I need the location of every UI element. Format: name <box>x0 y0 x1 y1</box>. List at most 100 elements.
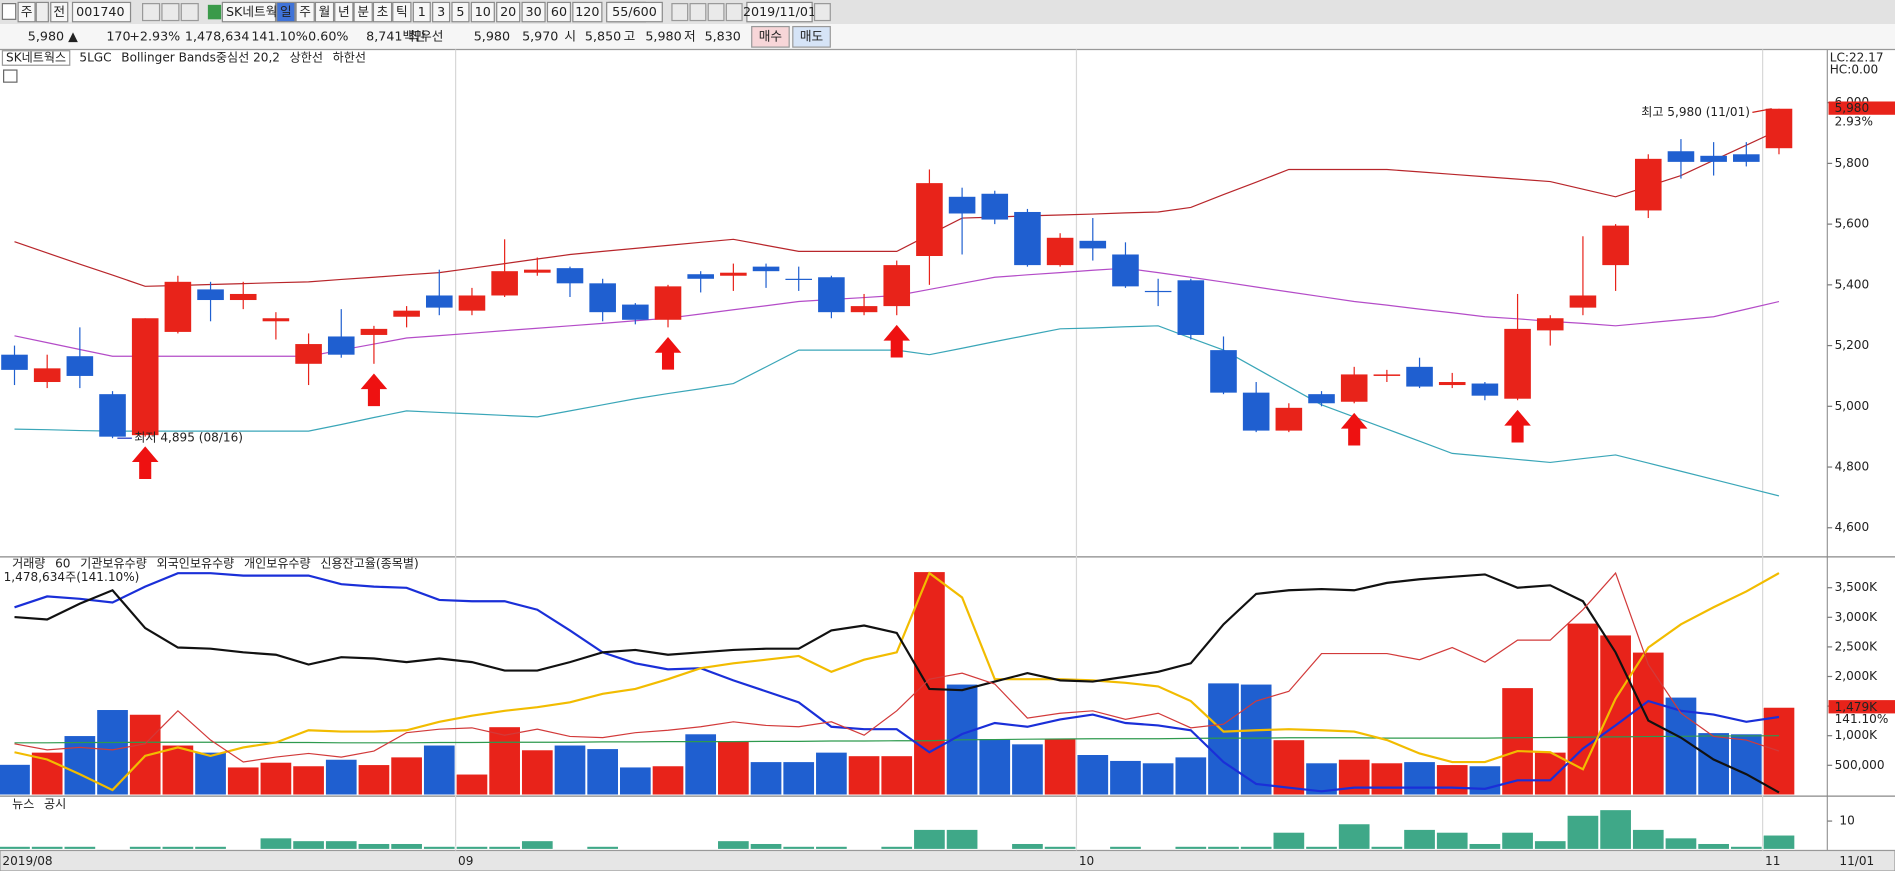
toolbar-button[interactable] <box>71 1 132 23</box>
dropdown[interactable] <box>68 2 73 22</box>
panel-icon[interactable] <box>3 69 18 83</box>
bar <box>1632 651 1665 796</box>
bar <box>0 764 31 796</box>
candle-body <box>1406 366 1433 387</box>
price-tag-label: 5,980 <box>1835 101 1870 115</box>
bar <box>1338 823 1371 850</box>
bar <box>1044 846 1077 850</box>
quote-high-label: 고 <box>624 28 636 43</box>
toolbar-button[interactable] <box>221 1 277 23</box>
toolbar-button[interactable] <box>314 1 335 23</box>
toolbar-label[interactable]: 1 <box>418 4 426 19</box>
tool-icon[interactable] <box>180 3 199 22</box>
candle-body <box>752 266 780 272</box>
bar <box>227 766 260 796</box>
toolbar-label[interactable]: 60 <box>551 4 567 19</box>
toolbar-button[interactable] <box>546 1 572 23</box>
toolbar-label[interactable]: 120 <box>575 4 599 19</box>
toolbar-button[interactable] <box>606 1 663 23</box>
candle-body <box>916 183 943 257</box>
tool-icon[interactable] <box>725 3 743 22</box>
toolbar-label[interactable]: 틱 <box>396 4 408 19</box>
y-tick-label: 4,600 <box>1835 520 1870 534</box>
buy-label[interactable]: 매수 <box>759 28 782 43</box>
candle-body <box>1733 154 1760 162</box>
toolbar-button[interactable] <box>412 1 431 23</box>
x-end-label: 11/01 <box>1839 854 1874 868</box>
stock-name[interactable]: SK네트웍스 <box>226 4 289 19</box>
bar <box>1207 846 1240 850</box>
sell-button[interactable] <box>792 25 831 48</box>
date-input[interactable]: 2019/11/01 <box>743 4 816 19</box>
tool-icon[interactable] <box>671 3 689 22</box>
buy-button[interactable] <box>751 25 790 48</box>
bar <box>1501 687 1534 796</box>
tool-icon[interactable] <box>142 3 161 22</box>
sell-label[interactable]: 매도 <box>800 28 824 43</box>
toolbar-label[interactable]: 주 <box>21 4 33 19</box>
signal-arrow <box>1340 412 1368 446</box>
tool-icon[interactable] <box>707 3 725 22</box>
candle-body <box>883 265 911 307</box>
toolbar-button[interactable] <box>746 1 813 23</box>
lc-label: LC:22.17 <box>1830 50 1884 64</box>
toolbar-label[interactable]: 주 <box>299 4 311 19</box>
candle-body <box>33 368 61 383</box>
bar <box>586 846 619 850</box>
y-tick-label: 5,200 <box>1835 338 1870 352</box>
toolbar-button[interactable] <box>521 1 546 23</box>
bar <box>1436 764 1469 796</box>
menu-icon[interactable] <box>1 3 17 20</box>
toolbar-label[interactable]: 전 <box>53 4 65 19</box>
bar <box>521 749 554 796</box>
quote-low-label: 저 <box>684 28 696 43</box>
toolbar-button[interactable] <box>353 1 373 23</box>
toolbar-button[interactable] <box>50 1 69 23</box>
toolbar-label[interactable]: 10 <box>475 4 491 19</box>
toolbar-label[interactable]: 30 <box>526 4 542 19</box>
toolbar-button[interactable] <box>276 1 296 23</box>
toolbar-label[interactable]: 분 <box>357 4 369 19</box>
toolbar-label[interactable]: 20 <box>500 4 516 19</box>
bar <box>913 829 946 850</box>
toolbar-button[interactable] <box>496 1 521 23</box>
stock-icon[interactable] <box>207 4 222 20</box>
bar <box>1566 815 1600 850</box>
tool-icon[interactable] <box>161 3 180 22</box>
bar <box>1370 846 1403 850</box>
calendar-icon[interactable] <box>813 3 831 22</box>
bar <box>847 755 881 796</box>
toolbar-button[interactable] <box>470 1 495 23</box>
toolbar-label[interactable]: 3 <box>437 4 445 19</box>
toolbar-button[interactable] <box>451 1 470 23</box>
toolbar-label[interactable]: 월 <box>319 4 331 19</box>
bar <box>292 765 325 796</box>
code-input[interactable]: 001740 <box>76 4 124 19</box>
y-tick-label: 5,600 <box>1835 217 1870 231</box>
toolbar-button[interactable] <box>295 1 315 23</box>
count-input[interactable]: 55/600 <box>612 4 657 19</box>
bar <box>423 846 456 850</box>
bar <box>553 744 587 796</box>
toolbar-button[interactable] <box>392 1 412 23</box>
toolbar-label[interactable]: 년 <box>338 4 350 19</box>
bar <box>1762 707 1796 796</box>
toolbar-label[interactable]: 5 <box>456 4 464 19</box>
toolbar-label[interactable]: 일 <box>280 4 292 19</box>
toolbar-button[interactable] <box>17 1 36 23</box>
bar <box>717 741 750 796</box>
x-tick-label: 09 <box>458 854 473 868</box>
dropdown[interactable] <box>35 1 49 23</box>
toolbar-button[interactable] <box>372 1 393 23</box>
quote-open: 5,850 <box>585 28 621 43</box>
bar <box>1109 846 1142 850</box>
toolbar-button[interactable] <box>334 1 354 23</box>
toolbar-button[interactable] <box>432 1 451 23</box>
bar <box>1076 754 1109 796</box>
bar <box>1468 765 1501 796</box>
toolbar-label[interactable]: 초 <box>377 4 389 19</box>
toolbar-button[interactable] <box>572 1 603 23</box>
tool-icon[interactable] <box>689 3 707 22</box>
bar <box>749 761 783 796</box>
